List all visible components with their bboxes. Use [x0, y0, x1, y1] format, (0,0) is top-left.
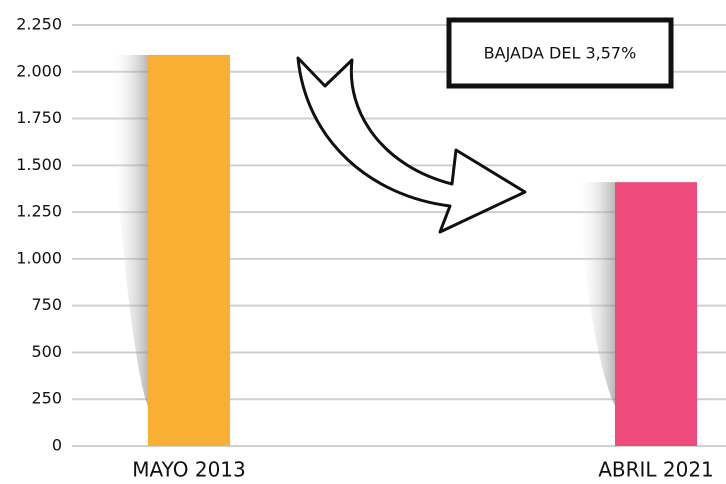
y-tick-label: 750 [31, 295, 62, 314]
y-tick-label: 1.000 [16, 248, 62, 267]
y-tick-label: 1.500 [16, 155, 62, 174]
bar [615, 182, 697, 446]
y-tick-label: 2.000 [16, 61, 62, 80]
x-tick-label: ABRIL 2021 [598, 458, 714, 482]
y-tick-label: 1.750 [16, 108, 62, 127]
y-tick-label: 250 [31, 389, 62, 408]
marks [110, 54, 697, 447]
bar-shadow [110, 54, 148, 407]
bar [148, 54, 230, 447]
y-tick-label: 1.250 [16, 202, 62, 221]
annotation-box [446, 17, 674, 89]
y-tick-label: 0 [52, 436, 62, 455]
y-tick-label: 500 [31, 342, 62, 361]
x-tick-label: MAYO 2013 [132, 458, 246, 482]
bar-shadow [577, 182, 615, 406]
annotation: BAJADA DEL 3,57% [484, 44, 637, 63]
arrow [296, 56, 527, 234]
y-tick-label: 2.250 [16, 15, 62, 34]
